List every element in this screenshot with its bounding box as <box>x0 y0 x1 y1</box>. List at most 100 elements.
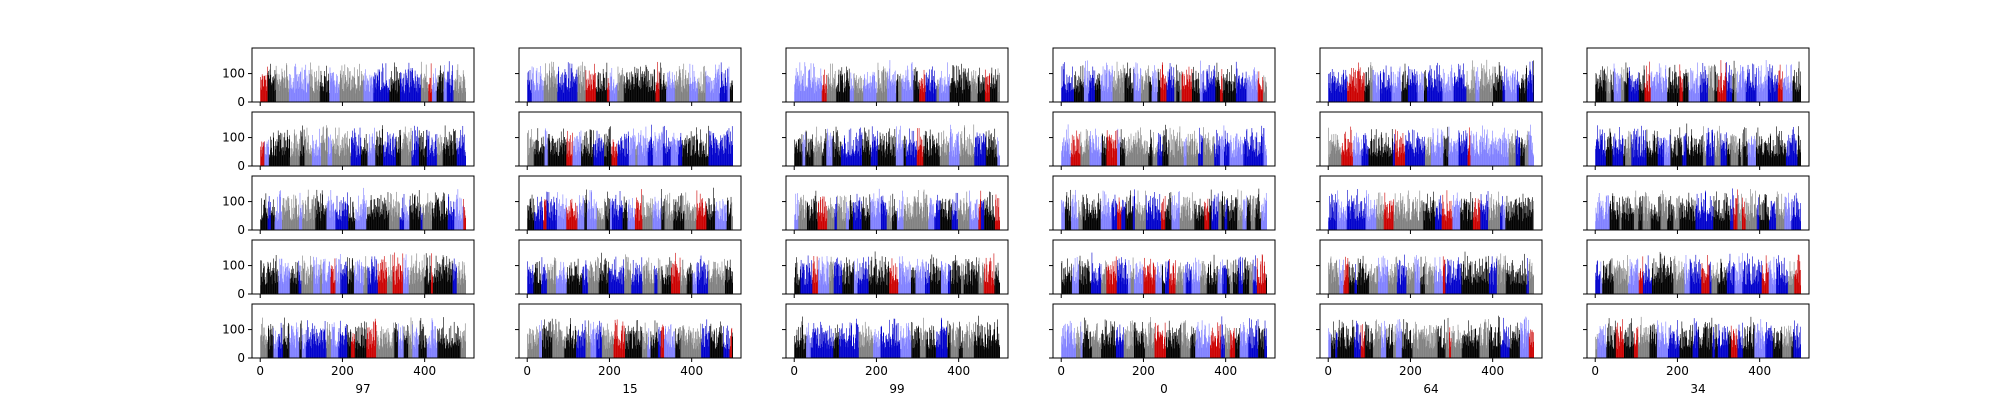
bar <box>322 86 323 102</box>
bar <box>1431 78 1433 102</box>
bar <box>330 81 331 102</box>
bar <box>921 146 922 166</box>
bar <box>894 71 896 102</box>
bar <box>623 74 625 102</box>
bar <box>855 82 856 102</box>
bar <box>366 90 368 102</box>
bar <box>854 90 855 102</box>
bar <box>426 129 428 166</box>
bar <box>918 83 920 102</box>
bar <box>1374 81 1375 102</box>
bar <box>300 71 301 102</box>
bar <box>852 150 854 166</box>
bar <box>1229 139 1231 166</box>
bar <box>1154 70 1156 102</box>
bar <box>463 155 465 166</box>
bar <box>437 75 439 102</box>
bar <box>563 74 565 102</box>
bar <box>544 77 546 102</box>
bar <box>543 90 544 102</box>
bar <box>898 74 899 102</box>
bar <box>290 156 291 166</box>
bar <box>1334 76 1335 102</box>
bar <box>825 143 826 166</box>
bar <box>465 87 466 102</box>
bar <box>459 145 460 166</box>
bar <box>339 155 341 166</box>
bar <box>547 137 549 166</box>
bar <box>1476 71 1477 102</box>
bar <box>808 154 810 166</box>
bar <box>1492 73 1493 102</box>
bar <box>547 138 548 166</box>
bar <box>908 82 909 102</box>
bar <box>883 69 885 102</box>
bar <box>1191 154 1193 166</box>
bar <box>337 145 338 166</box>
bar <box>309 149 311 166</box>
bar <box>1159 80 1160 102</box>
bar <box>1521 78 1523 102</box>
bar <box>1130 149 1131 166</box>
bar <box>1369 85 1370 102</box>
bar <box>332 80 334 102</box>
bar <box>1184 85 1186 102</box>
bar <box>1199 89 1201 102</box>
bar <box>977 76 978 102</box>
bar <box>639 89 641 102</box>
bar <box>1781 78 1783 102</box>
bar <box>430 153 431 166</box>
bar <box>355 136 357 166</box>
bar <box>1755 76 1757 102</box>
bar <box>922 146 924 166</box>
bar <box>720 135 722 166</box>
bar <box>606 87 608 102</box>
bar <box>1736 87 1738 102</box>
bar <box>1485 87 1486 102</box>
bar <box>1103 136 1105 166</box>
bar <box>1398 71 1400 102</box>
bar <box>627 88 629 102</box>
bar <box>1760 65 1762 102</box>
bar <box>1065 92 1067 102</box>
bar <box>1514 93 1516 102</box>
bar <box>1062 156 1064 166</box>
bar <box>1776 78 1778 102</box>
bar <box>295 63 296 102</box>
bar <box>1486 85 1487 102</box>
bar <box>1528 82 1530 102</box>
bar <box>357 145 358 166</box>
bar <box>976 86 977 102</box>
bar <box>1094 70 1096 102</box>
bar <box>1739 74 1740 102</box>
bar <box>462 93 463 102</box>
bar <box>1330 83 1332 102</box>
bar <box>1162 75 1164 102</box>
bar <box>1183 157 1184 166</box>
bar <box>1691 70 1693 102</box>
bar <box>568 150 570 166</box>
bar <box>905 70 907 102</box>
bar <box>700 129 701 166</box>
bar <box>1509 75 1511 102</box>
bar <box>1735 67 1736 102</box>
bar <box>860 134 862 166</box>
bar <box>545 143 547 166</box>
bar <box>729 153 731 166</box>
bar <box>299 83 301 102</box>
bar <box>1142 76 1144 102</box>
bar <box>302 90 304 102</box>
bar <box>952 77 953 102</box>
bar <box>1524 87 1525 102</box>
bar <box>673 87 675 102</box>
bar <box>424 91 426 102</box>
bar <box>910 86 911 102</box>
bar <box>342 89 344 102</box>
bar <box>1661 83 1663 102</box>
bar <box>1605 73 1607 102</box>
bar <box>327 91 328 102</box>
bar <box>578 66 580 102</box>
bar <box>277 130 279 166</box>
bar <box>1702 72 1704 102</box>
bar <box>1143 89 1145 102</box>
